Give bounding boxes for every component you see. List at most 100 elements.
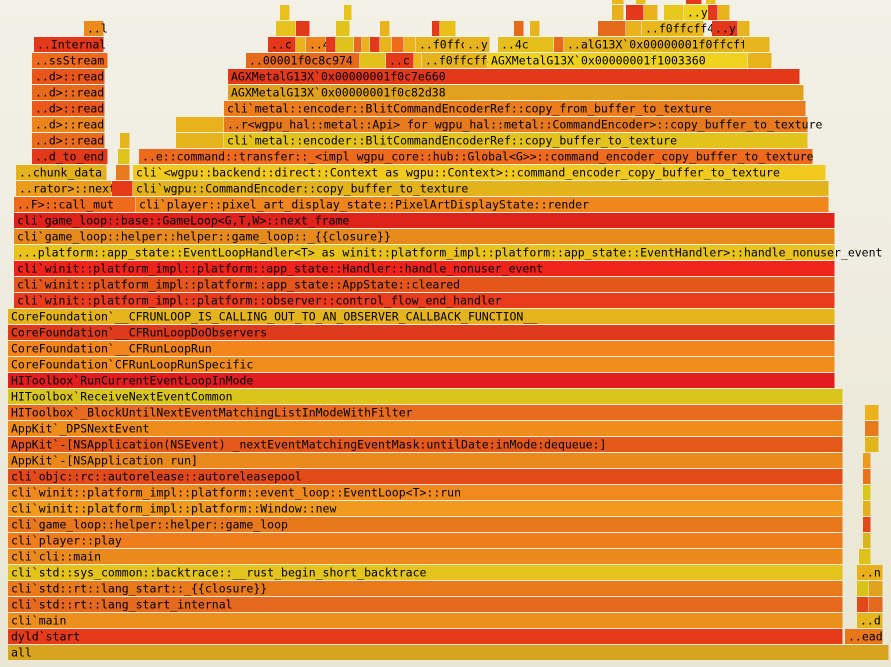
flame-frame[interactable] bbox=[869, 581, 883, 596]
flame-frame[interactable]: ..c bbox=[386, 53, 414, 68]
flame-frame[interactable]: ..F>::call_mut bbox=[14, 197, 136, 212]
flame-frame[interactable]: cli`game_loop::base::GameLoop<G,T,W>::ne… bbox=[14, 213, 835, 228]
flame-frame[interactable]: cli`winit::platform_impl::platform::app_… bbox=[14, 277, 835, 292]
flame-frame[interactable]: ..f0ffcff4 bbox=[642, 21, 714, 36]
flame-frame[interactable] bbox=[863, 469, 871, 484]
flame-frame[interactable] bbox=[644, 5, 658, 20]
flame-frame[interactable] bbox=[380, 21, 390, 36]
flame-frame[interactable]: ..d bbox=[857, 613, 883, 628]
flame-frame[interactable] bbox=[118, 149, 130, 164]
flame-frame[interactable] bbox=[296, 37, 306, 52]
flame-frame[interactable]: cli`winit::platform_impl::platform::Wind… bbox=[8, 501, 843, 516]
flame-frame[interactable]: ..d>::read bbox=[32, 85, 105, 100]
flame-frame[interactable] bbox=[530, 21, 540, 36]
flame-frame[interactable] bbox=[865, 421, 879, 436]
flame-frame[interactable]: ..4c bbox=[498, 37, 554, 52]
flame-frame[interactable]: cli`<wgpu::backend::direct::Context as w… bbox=[133, 165, 826, 180]
flame-frame[interactable] bbox=[336, 21, 350, 36]
flame-frame[interactable]: ..y bbox=[684, 5, 708, 20]
flame-frame[interactable]: dyld`start bbox=[8, 629, 843, 644]
flame-frame[interactable] bbox=[336, 37, 354, 52]
flame-frame[interactable]: ..00001f0c8c974 bbox=[246, 53, 360, 68]
flame-frame[interactable]: ..ead bbox=[845, 629, 883, 644]
flame-frame[interactable] bbox=[863, 533, 871, 548]
flame-frame[interactable]: cli`game_loop::helper::helper::game_loop… bbox=[14, 229, 835, 244]
flame-frame[interactable]: ..Internal bbox=[34, 37, 106, 52]
flame-frame[interactable] bbox=[863, 453, 871, 468]
flame-frame[interactable]: cli`winit::platform_impl::platform::app_… bbox=[14, 261, 835, 276]
flame-frame[interactable] bbox=[863, 517, 871, 532]
flame-frame[interactable]: ..d>::read bbox=[32, 117, 105, 132]
flame-frame[interactable] bbox=[362, 37, 370, 52]
flame-frame[interactable]: ..f0ffcff4 bbox=[422, 53, 494, 68]
flame-frame[interactable] bbox=[514, 21, 524, 36]
flame-frame[interactable]: ..d>::read bbox=[32, 101, 105, 116]
flame-frame[interactable]: cli`game_loop::helper::helper::game_loop bbox=[8, 517, 843, 532]
flame-frame[interactable]: cli`objc::rc::autorelease::autoreleasepo… bbox=[8, 469, 843, 484]
flame-frame[interactable] bbox=[859, 549, 871, 564]
flame-frame[interactable] bbox=[626, 5, 644, 20]
flame-frame[interactable] bbox=[718, 5, 730, 20]
flame-frame[interactable] bbox=[612, 5, 624, 20]
flame-frame[interactable]: cli`main bbox=[8, 613, 843, 628]
flame-frame[interactable]: ..y bbox=[464, 37, 490, 52]
flame-frame[interactable] bbox=[865, 437, 879, 452]
flame-frame[interactable] bbox=[636, 0, 646, 4]
flame-frame[interactable] bbox=[744, 37, 770, 52]
flame-frame[interactable]: cli`metal::encoder::BlitCommandEncoderRe… bbox=[224, 133, 808, 148]
flame-frame[interactable] bbox=[276, 21, 296, 36]
flame-frame[interactable] bbox=[857, 597, 869, 612]
flame-frame[interactable]: cli`winit::platform_impl::platform::obse… bbox=[14, 293, 835, 308]
flame-frame[interactable] bbox=[869, 597, 883, 612]
flame-frame[interactable]: ..c bbox=[268, 37, 296, 52]
flame-frame[interactable] bbox=[360, 53, 386, 68]
flame-frame[interactable] bbox=[344, 5, 352, 20]
flame-frame[interactable] bbox=[176, 133, 224, 148]
flame-frame[interactable]: ...platform::app_state::EventLoopHandler… bbox=[14, 245, 882, 260]
flame-frame[interactable] bbox=[554, 37, 564, 52]
flame-frame[interactable]: cli`winit::platform_impl::platform::even… bbox=[8, 485, 843, 500]
flame-frame[interactable] bbox=[176, 117, 224, 132]
flame-frame[interactable]: ..e::command::transfer::_<impl wgpu_core… bbox=[139, 149, 814, 164]
flame-frame[interactable]: CoreFoundation`__CFRUNLOOP_IS_CALLING_OU… bbox=[8, 309, 835, 324]
flame-frame[interactable]: HIToolbox`ReceiveNextEventCommon bbox=[8, 389, 843, 404]
flame-frame[interactable]: cli`std::rt::lang_start::_{{closure}} bbox=[8, 581, 843, 596]
flame-frame[interactable]: cli`metal::encoder::BlitCommandEncoderRe… bbox=[224, 101, 806, 116]
flame-frame[interactable]: AGXMetalG13X`0x00000001f1003360 bbox=[488, 53, 748, 68]
flame-frame[interactable]: ..d_to_end bbox=[32, 149, 108, 164]
flame-frame[interactable]: ..rator>::next bbox=[16, 181, 116, 196]
flame-frame[interactable]: cli`player::play bbox=[8, 533, 843, 548]
flame-frame[interactable]: ..l bbox=[84, 21, 108, 36]
flame-frame[interactable] bbox=[414, 53, 422, 68]
flame-frame[interactable]: ..ssStream bbox=[32, 53, 108, 68]
flame-frame[interactable] bbox=[280, 5, 290, 20]
flame-frame[interactable] bbox=[748, 53, 772, 68]
flame-frame[interactable]: CoreFoundation`CFRunLoopRunSpecific bbox=[8, 357, 835, 372]
flame-frame[interactable] bbox=[706, 0, 716, 4]
flame-frame[interactable]: AppKit`_DPSNextEvent bbox=[8, 421, 843, 436]
flame-frame[interactable] bbox=[432, 21, 440, 36]
flame-frame[interactable] bbox=[612, 0, 624, 4]
flame-frame[interactable] bbox=[708, 5, 718, 20]
flame-frame[interactable]: ..r<wgpu_hal::metal::Api> for wgpu_hal::… bbox=[224, 117, 823, 132]
flame-frame[interactable]: AppKit`-[NSApplication(NSEvent) _nextEve… bbox=[8, 437, 843, 452]
flame-frame[interactable]: AppKit`-[NSApplication run] bbox=[8, 453, 843, 468]
flame-frame[interactable]: ..chunk_data bbox=[16, 165, 107, 180]
flame-frame[interactable] bbox=[370, 37, 380, 52]
flame-frame[interactable] bbox=[116, 165, 130, 180]
flame-frame[interactable] bbox=[404, 37, 416, 52]
flame-frame[interactable] bbox=[112, 181, 133, 196]
flame-frame[interactable] bbox=[120, 133, 130, 148]
flame-frame[interactable] bbox=[440, 21, 456, 36]
flame-frame[interactable]: AGXMetalG13X`0x00000001f0c7e660 bbox=[228, 69, 800, 84]
flame-frame[interactable] bbox=[865, 405, 879, 420]
flame-frame[interactable] bbox=[686, 0, 702, 4]
flame-frame[interactable]: ..d>::read bbox=[32, 69, 105, 84]
flame-frame[interactable] bbox=[354, 37, 362, 52]
flame-frame[interactable] bbox=[738, 21, 750, 36]
flame-frame[interactable]: AGXMetalG13X`0x00000001f0c82d38 bbox=[228, 85, 804, 100]
flame-frame[interactable] bbox=[626, 21, 642, 36]
flame-frame[interactable]: ..y bbox=[712, 21, 738, 36]
flame-frame[interactable]: cli`wgpu::CommandEncoder::copy_buffer_to… bbox=[133, 181, 829, 196]
flame-frame[interactable] bbox=[392, 37, 404, 52]
